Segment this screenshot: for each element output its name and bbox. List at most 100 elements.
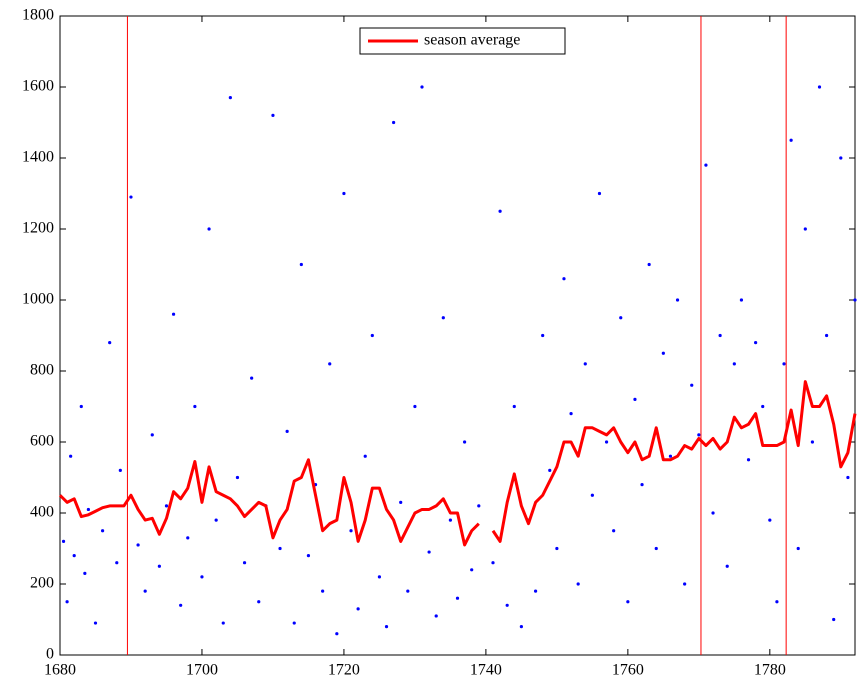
scatter-point bbox=[796, 546, 800, 551]
scatter-point bbox=[505, 603, 509, 607]
scatter-point bbox=[775, 600, 779, 604]
scatter-point bbox=[250, 376, 254, 380]
scatter-point bbox=[61, 539, 66, 544]
scatter-point bbox=[675, 298, 680, 302]
scatter-point bbox=[853, 298, 857, 302]
scatter-point bbox=[377, 575, 382, 579]
scatter-point bbox=[150, 433, 154, 437]
scatter-point bbox=[562, 277, 566, 281]
scatter-point bbox=[619, 316, 623, 320]
scatter-point bbox=[441, 316, 445, 320]
scatter-point bbox=[533, 589, 538, 593]
x-tick-label: 1720 bbox=[328, 662, 360, 679]
scatter-point bbox=[420, 85, 424, 89]
scatter-point bbox=[228, 96, 232, 100]
scatter-point bbox=[683, 582, 687, 586]
scatter-point bbox=[79, 404, 83, 409]
scatter-point bbox=[100, 529, 105, 533]
scatter-point bbox=[633, 397, 637, 401]
y-tick-label: 400 bbox=[30, 504, 54, 521]
scatter-point bbox=[413, 404, 417, 409]
scatter-point bbox=[292, 621, 296, 625]
scatter-point bbox=[541, 333, 545, 338]
scatter-point bbox=[839, 156, 843, 160]
scatter-point bbox=[65, 600, 69, 604]
scatter-point bbox=[384, 625, 389, 629]
scatter-point bbox=[278, 546, 282, 551]
scatter-point bbox=[661, 351, 665, 355]
scatter-point bbox=[697, 433, 701, 437]
average-line bbox=[58, 380, 857, 547]
scatter-point bbox=[321, 589, 325, 593]
scatter-point bbox=[406, 589, 410, 593]
scatter-point bbox=[257, 600, 261, 604]
scatter-point bbox=[718, 333, 722, 338]
scatter-point bbox=[136, 543, 140, 547]
scatter-point bbox=[846, 475, 850, 480]
y-tick-label: 600 bbox=[30, 433, 54, 450]
y-tick-label: 1400 bbox=[22, 149, 54, 166]
scatter-point bbox=[93, 621, 98, 625]
scatter-point bbox=[604, 440, 609, 444]
legend-label: season average bbox=[424, 32, 520, 49]
scatter-point bbox=[285, 429, 289, 433]
scatter-point bbox=[555, 546, 559, 551]
scatter-point bbox=[129, 195, 133, 199]
y-tick-label: 800 bbox=[30, 362, 54, 379]
x-tick-label: 1700 bbox=[186, 662, 218, 679]
scatter-point bbox=[200, 575, 204, 579]
scatter-point bbox=[186, 536, 190, 540]
scatter-point bbox=[171, 312, 176, 316]
scatter-point bbox=[72, 554, 76, 558]
scatter-point bbox=[221, 621, 225, 625]
scatter-point bbox=[427, 550, 431, 554]
y-tick-label: 200 bbox=[30, 575, 54, 592]
scatter-point bbox=[690, 383, 694, 387]
scatter-point bbox=[363, 454, 367, 458]
scatter-point bbox=[448, 518, 453, 522]
scatter-point bbox=[179, 603, 183, 607]
scatter-point bbox=[739, 298, 744, 302]
y-tick-label: 1800 bbox=[22, 7, 54, 24]
scatter-point bbox=[328, 362, 332, 366]
scatter-point bbox=[157, 564, 161, 568]
scatter-point bbox=[399, 500, 403, 504]
scatter-point bbox=[491, 561, 495, 565]
scatter-point bbox=[108, 341, 112, 345]
scatter-point bbox=[235, 475, 240, 480]
scatter-point bbox=[704, 163, 708, 167]
scatter-point bbox=[498, 209, 502, 213]
scatter-point bbox=[590, 493, 594, 497]
scatter-point bbox=[455, 596, 460, 600]
scatter-point bbox=[640, 483, 644, 487]
scatter-point bbox=[768, 518, 772, 522]
scatter-point bbox=[817, 85, 822, 89]
scatter-point bbox=[306, 554, 311, 558]
scatter-point bbox=[342, 191, 346, 196]
scatter-point bbox=[612, 529, 616, 533]
x-tick-label: 1780 bbox=[754, 662, 786, 679]
scatter-point bbox=[654, 546, 658, 551]
x-tick-label: 1680 bbox=[44, 662, 76, 679]
scatter-point bbox=[370, 333, 374, 338]
scatter-point bbox=[825, 333, 829, 338]
scatter-point bbox=[86, 507, 90, 512]
scatter-point bbox=[462, 440, 467, 444]
scatter-point bbox=[810, 440, 815, 444]
scatter-point bbox=[746, 458, 751, 462]
x-tick-label: 1760 bbox=[612, 662, 644, 679]
y-tick-label: 1000 bbox=[22, 291, 54, 308]
scatter-point bbox=[725, 564, 729, 568]
scatter-point bbox=[519, 625, 523, 629]
y-tick-label: 1200 bbox=[22, 220, 54, 237]
scatter-point bbox=[597, 191, 602, 196]
scatter-point bbox=[832, 617, 836, 622]
scatter-point bbox=[732, 362, 736, 366]
scatter-point bbox=[470, 568, 474, 572]
scatter-point bbox=[711, 511, 715, 515]
scatter-point bbox=[789, 138, 793, 142]
scatter-point bbox=[69, 454, 73, 458]
scatter-point bbox=[214, 518, 218, 522]
scatter-point bbox=[569, 412, 573, 416]
scatter-point bbox=[512, 404, 516, 409]
